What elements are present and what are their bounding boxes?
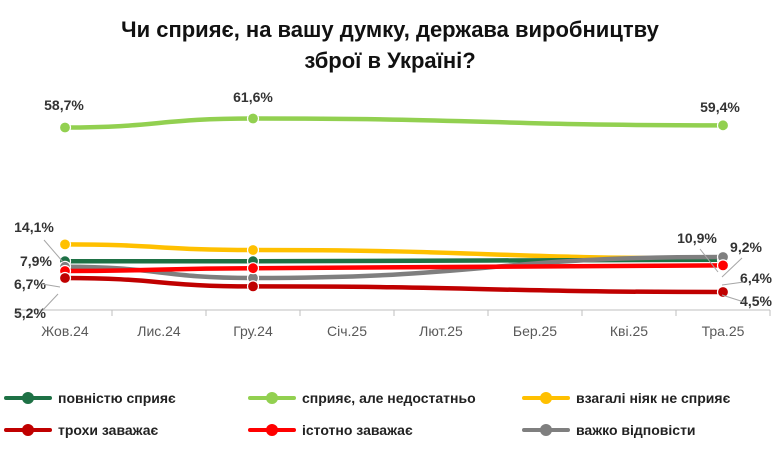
x-tick-label: Лис.24 bbox=[137, 323, 181, 339]
legend-item: взагалі ніяк не сприяє bbox=[522, 388, 730, 408]
series-line bbox=[62, 116, 726, 130]
data-label: 58,7% bbox=[44, 97, 84, 113]
legend-label: важко відповісти bbox=[576, 422, 696, 438]
x-tick-label: Січ.25 bbox=[327, 323, 367, 339]
chart-title: Чи сприяє, на вашу думку, держава виробн… bbox=[0, 14, 780, 76]
legend-swatch-dot bbox=[540, 424, 552, 436]
legend-swatch bbox=[248, 391, 296, 405]
x-tick-label: Тра.25 bbox=[702, 323, 745, 339]
x-tick-label: Кві.25 bbox=[610, 323, 648, 339]
data-label: 5,2% bbox=[14, 305, 46, 321]
x-tick-label: Жов.24 bbox=[41, 323, 89, 339]
data-point bbox=[58, 271, 72, 285]
chart-title-line-2: зброї в Україні? bbox=[304, 48, 476, 73]
data-point bbox=[58, 121, 72, 134]
chart-legend: повністю сприяє сприяє, але недостатньо вз… bbox=[0, 380, 780, 450]
data-label: 14,1% bbox=[14, 219, 54, 235]
data-label: 6,4% bbox=[740, 270, 772, 286]
legend-swatch-dot bbox=[22, 424, 34, 436]
data-point bbox=[246, 262, 260, 275]
legend-swatch bbox=[522, 423, 570, 437]
data-label: 61,6% bbox=[233, 89, 273, 105]
data-point bbox=[246, 112, 260, 125]
legend-swatch bbox=[4, 391, 52, 405]
data-label: 6,7% bbox=[14, 276, 46, 292]
legend-item: важко відповісти bbox=[522, 420, 696, 440]
legend-label: сприяє, але недостатньо bbox=[302, 390, 476, 406]
legend-swatch-dot bbox=[22, 392, 34, 404]
leader-line bbox=[721, 281, 745, 286]
legend-swatch-dot bbox=[540, 392, 552, 404]
data-point bbox=[246, 243, 260, 257]
data-label: 4,5% bbox=[740, 293, 772, 309]
data-label: 7,9% bbox=[20, 253, 52, 269]
legend-item: істотно заважає bbox=[248, 420, 413, 440]
data-point bbox=[716, 119, 730, 132]
leader-line bbox=[721, 294, 745, 303]
legend-label: трохи заважає bbox=[58, 422, 159, 438]
legend-label: повністю сприяє bbox=[58, 390, 176, 406]
data-label: 10,9% bbox=[677, 230, 717, 246]
chart-title-line-1: Чи сприяє, на вашу думку, держава виробн… bbox=[121, 17, 659, 42]
leader-line bbox=[41, 283, 61, 288]
legend-swatch bbox=[4, 423, 52, 437]
legend-item: повністю сприяє bbox=[4, 388, 176, 408]
data-label: 59,4% bbox=[700, 99, 740, 115]
data-point bbox=[716, 259, 730, 272]
leader-line bbox=[41, 293, 59, 312]
leader-line bbox=[43, 239, 64, 263]
leader-line bbox=[699, 248, 719, 273]
x-tick-label: Лют.25 bbox=[419, 323, 463, 339]
legend-item: трохи заважає bbox=[4, 420, 158, 440]
x-tick-label: Бер.25 bbox=[513, 323, 557, 339]
legend-label: взагалі ніяк не сприяє bbox=[576, 390, 731, 406]
legend-swatch-dot bbox=[266, 424, 278, 436]
series-line bbox=[62, 242, 726, 261]
legend-swatch bbox=[248, 423, 296, 437]
legend-swatch-dot bbox=[266, 392, 278, 404]
legend-item: сприяє, але недостатньо bbox=[248, 388, 476, 408]
series-line bbox=[62, 263, 726, 274]
line-chart: Жов.24 Лис.24 Гру.24 Січ.25 Лют.25 Бер.25 Кві.… bbox=[14, 89, 773, 339]
data-point bbox=[716, 285, 730, 299]
legend-label: істотно заважає bbox=[302, 422, 413, 438]
series-line bbox=[62, 275, 726, 295]
leader-line bbox=[721, 257, 743, 278]
data-label: 9,2% bbox=[730, 239, 762, 255]
x-tick-label: Гру.24 bbox=[233, 323, 273, 339]
legend-swatch bbox=[522, 391, 570, 405]
data-point bbox=[246, 280, 260, 293]
data-point bbox=[58, 238, 72, 251]
